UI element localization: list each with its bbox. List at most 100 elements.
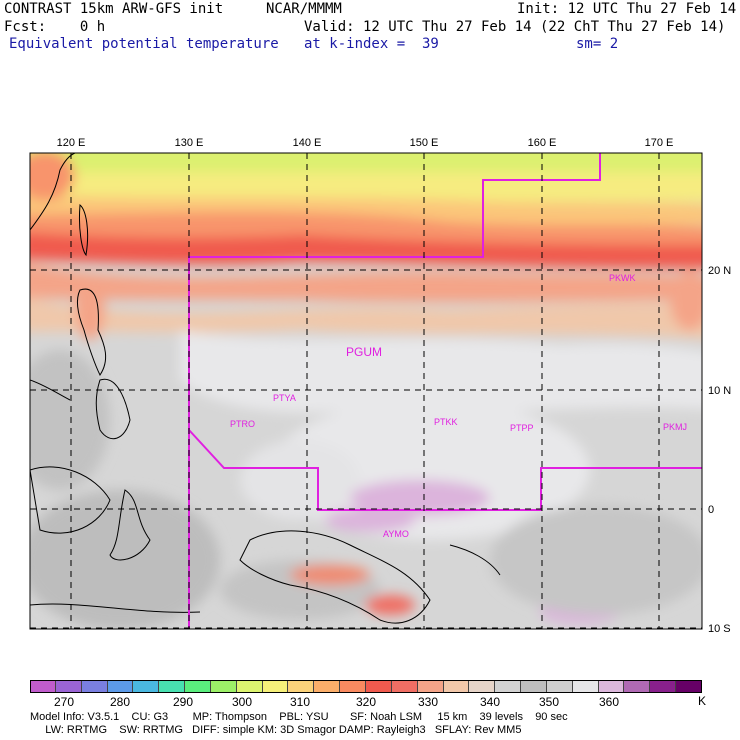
colorbar-swatch — [55, 681, 82, 693]
coast-china — [30, 153, 76, 231]
colorbar-swatch — [521, 681, 547, 693]
colorbar-swatch — [314, 681, 341, 693]
hotspot-china — [30, 153, 75, 200]
colorbar-tick-label: 340 — [479, 695, 501, 709]
purple-region-1 — [350, 480, 490, 516]
colorbar-swatch — [598, 681, 625, 693]
colorbar-swatch — [262, 681, 289, 693]
colorbar-swatch — [340, 681, 366, 693]
station-ptkk: PTKK — [434, 417, 458, 427]
purple-region-2 — [325, 508, 415, 532]
colorbar-tick-label: 300 — [231, 695, 253, 709]
model-info-line-2: LW: RRTMG SW: RRTMG DIFF: simple KM: 3D … — [30, 724, 522, 736]
colorbar-swatch — [572, 681, 599, 693]
salmon-east — [670, 270, 702, 330]
coast-java — [30, 603, 201, 613]
colorbar-swatch — [546, 681, 573, 693]
lon-label-140e: 140 E — [293, 137, 322, 149]
lat-label-20n: 20 N — [708, 265, 731, 277]
colorbar-swatch — [81, 681, 108, 693]
region-near-white — [180, 330, 702, 413]
band-salmon — [30, 263, 702, 303]
band-red — [30, 232, 702, 269]
colorbar-swatch — [185, 681, 211, 693]
lon-label-170e: 170 E — [645, 137, 674, 149]
station-ptya: PTYA — [273, 393, 296, 403]
lon-label-160e: 160 E — [528, 137, 557, 149]
colorbar-swatch — [469, 681, 496, 693]
level-info: at k-index = 39 — [304, 36, 439, 52]
lat-label-0: 0 — [708, 504, 714, 516]
lon-label-130e: 130 E — [175, 137, 204, 149]
colorbar-tick-label: 290 — [172, 695, 194, 709]
colorbar-swatch — [650, 681, 677, 693]
hotspot-newguinea-2 — [365, 595, 415, 615]
coast-luzon — [76, 288, 107, 376]
map-field: PKWK PGUM PTYA PTRO PTKK PTPP PKMJ AYMO — [30, 153, 702, 629]
colorbar-swatch — [288, 681, 315, 693]
station-markers: PKWK PGUM PTYA PTRO PTKK PTPP PKMJ AYMO — [230, 273, 687, 539]
colorbar-tick-label: 280 — [109, 695, 131, 709]
coast-new-ireland — [449, 544, 501, 576]
colorbar-swatch — [443, 681, 470, 693]
region-white-eq — [270, 400, 590, 540]
grey-southeast — [490, 505, 702, 615]
field-name: Equivalent potential temperature — [9, 36, 279, 52]
lon-label-150e: 150 E — [410, 137, 439, 149]
band-yellow — [30, 172, 702, 202]
colorbar-tick-label: 310 — [289, 695, 311, 709]
colorbar-tick-label: 330 — [417, 695, 439, 709]
lat-labels: 20 N 10 N 0 10 S — [708, 265, 731, 635]
map-frame — [29, 152, 703, 630]
coast-palawan — [30, 379, 71, 401]
colorbar-swatch — [159, 681, 186, 693]
lat-label-10n: 10 N — [708, 385, 731, 397]
valid-time: Valid: 12 UTC Thu 27 Feb 14 (22 ChT Thu … — [304, 19, 726, 35]
colorbar-unit: K — [698, 694, 707, 708]
coast-borneo — [30, 466, 111, 534]
region-white-west — [240, 440, 360, 520]
colorbar-swatch — [624, 681, 651, 693]
coast-new-guinea — [239, 530, 431, 624]
colorbar-swatch — [417, 681, 444, 693]
model-title: CONTRAST 15km ARW-GFS init — [4, 1, 224, 17]
domain-boundary-south — [188, 429, 702, 511]
init-time: Init: 12 UTC Thu 27 Feb 14 — [517, 1, 737, 17]
colorbar-tick-label: 360 — [598, 695, 620, 709]
station-pkmj: PKMJ — [663, 422, 687, 432]
colorbar-swatch — [366, 681, 392, 693]
colorbar-swatch — [210, 681, 237, 693]
station-pgum: PGUM — [346, 345, 382, 359]
hotspot-newguinea — [290, 565, 370, 585]
colorbar-swatch — [391, 681, 418, 693]
lat-label-10s: 10 S — [708, 623, 731, 635]
colorbar-tick-label: 320 — [355, 695, 377, 709]
colorbar-tick-label: 350 — [538, 695, 560, 709]
colorbar-tick-label: 270 — [53, 695, 75, 709]
station-ptro: PTRO — [230, 419, 255, 429]
organization-label: NCAR/MMMM — [266, 1, 342, 17]
station-pkwk: PKWK — [609, 273, 636, 283]
station-ptpp: PTPP — [510, 423, 534, 433]
band-peach — [30, 298, 702, 339]
colorbar-frame — [30, 680, 702, 693]
coast-mindanao — [95, 378, 131, 440]
colorbar-swatch — [236, 681, 263, 693]
station-aymo: AYMO — [383, 529, 409, 539]
lon-label-120e: 120 E — [57, 137, 86, 149]
grey-west — [30, 350, 110, 490]
coast-sulawesi — [109, 489, 151, 561]
coastlines — [30, 153, 501, 624]
coast-taiwan — [79, 203, 89, 257]
colorbar-swatch — [495, 681, 522, 693]
forecast-hour: Fcst: 0 h — [4, 19, 106, 35]
model-info-line-1: Model Info: V3.5.1 CU: G3 MP: Thompson P… — [30, 711, 568, 723]
hotspot-luzon — [75, 280, 105, 340]
colorbar-swatch — [107, 681, 134, 693]
colorbar-swatch — [133, 681, 160, 693]
smoothing-info: sm= 2 — [576, 36, 619, 52]
latlon-grid — [30, 153, 702, 629]
colorbar-swatch — [30, 681, 56, 693]
lon-labels: 120 E 130 E 140 E 150 E 160 E 170 E — [57, 137, 674, 149]
